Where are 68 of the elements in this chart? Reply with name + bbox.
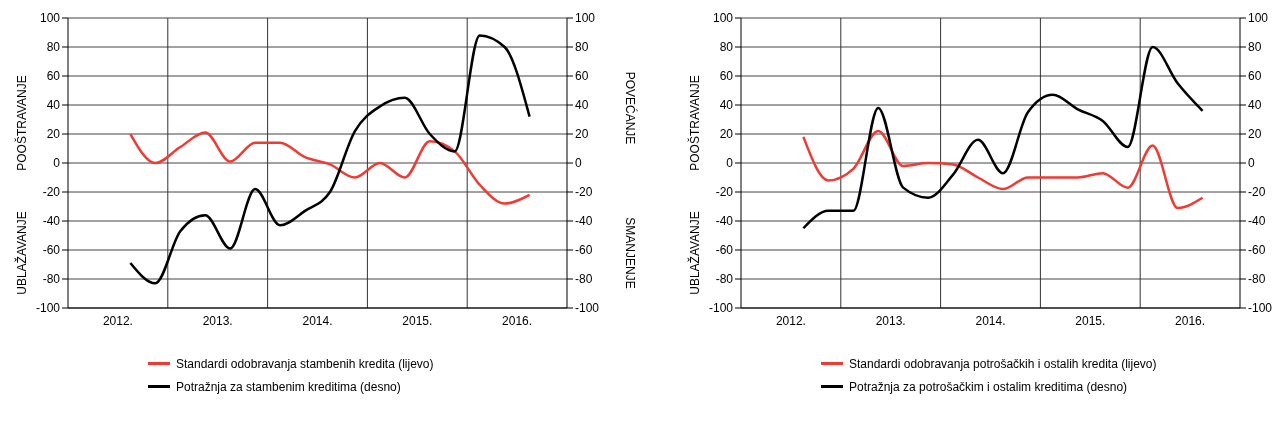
x-tick-label: 2013. [875,313,906,328]
x-tick-label: 2014. [302,313,333,328]
y-tick-label: 100 [712,11,734,26]
legend-label: Standardi odobravanja stambenih kredita (lijevo) [176,356,434,371]
y-tick-label: -40 [42,214,61,229]
y2-tick-label: -80 [575,272,593,287]
y2-tick-label: 100 [575,11,596,26]
y2-tick-label: -100 [575,301,600,316]
y-tick-label: -80 [715,272,734,287]
y-tick-label: 100 [39,11,61,26]
y2-tick-label: -20 [1248,185,1266,200]
y2-tick-label: -100 [1248,301,1273,316]
y2-tick-label: -40 [575,214,593,229]
line-series [802,45,1204,230]
y2-tick-label: 40 [1248,98,1262,113]
y2-tick-label: 60 [1248,69,1262,84]
text: UBLAŽAVANJE [688,211,703,295]
y-tick-label: -60 [42,243,61,258]
y-tick-label: 80 [719,40,734,55]
line-series [129,131,531,205]
x-tick-label: 2016. [1175,313,1206,328]
y-tick-label: -40 [715,214,734,229]
x-tick-label: 2015. [402,313,433,328]
text: POOŠTRAVANJE [15,75,30,171]
text: UBLAŽAVANJE [15,211,30,295]
legend-label: Standardi odobravanja potrošačkih i ostalih kredita (lijevo) [849,356,1157,371]
y-tick-label: 0 [726,156,734,171]
x-tick-label: 2013. [202,313,233,328]
y2-tick-label: -80 [1248,272,1266,287]
y2-tick-label: -40 [1248,214,1266,229]
legend-label: Potražnja za stambenim kreditima (desno) [176,379,401,394]
y-tick-label: 20 [719,127,734,142]
y2-tick-label: 100 [1248,11,1269,26]
y-tick-label: -80 [42,272,61,287]
y2-tick-label: 20 [1248,127,1262,142]
y2-tick-label: -20 [575,185,593,200]
y2-tick-label: 60 [575,69,589,84]
y2-tick-label: -60 [575,243,593,258]
y-tick-label: 40 [46,98,61,113]
y-tick-label: -100 [35,301,61,316]
y-tick-label: -20 [715,185,734,200]
x-tick-label: 2016. [502,313,533,328]
y2-tick-label: -60 [1248,243,1266,258]
y-tick-label: 40 [719,98,734,113]
y2-tick-label: 0 [1248,156,1255,171]
y-tick-label: 60 [719,69,734,84]
y-tick-label: -60 [715,243,734,258]
text: SMANJENJE [623,217,637,289]
y2-tick-label: 0 [575,156,582,171]
y2-tick-label: 80 [575,40,589,55]
text: POVEĆANJE [623,71,637,145]
y-tick-label: 60 [46,69,61,84]
y2-tick-label: 20 [575,127,589,142]
text: POOŠTRAVANJE [688,75,703,171]
legend-label: Potražnja za potrošačkim i ostalim kreditima (desno) [849,379,1128,394]
y-tick-label: 80 [46,40,61,55]
x-tick-label: 2012. [775,313,806,328]
line-series [802,129,1204,210]
y-tick-label: -20 [42,185,61,200]
y2-tick-label: 40 [575,98,589,113]
x-tick-label: 2015. [1075,313,1106,328]
y-tick-label: -100 [708,301,734,316]
y-tick-label: 0 [53,156,61,171]
x-tick-label: 2012. [102,313,133,328]
y2-tick-label: 80 [1248,40,1262,55]
x-tick-label: 2014. [975,313,1006,328]
line-series [129,34,531,285]
y-tick-label: 20 [46,127,61,142]
